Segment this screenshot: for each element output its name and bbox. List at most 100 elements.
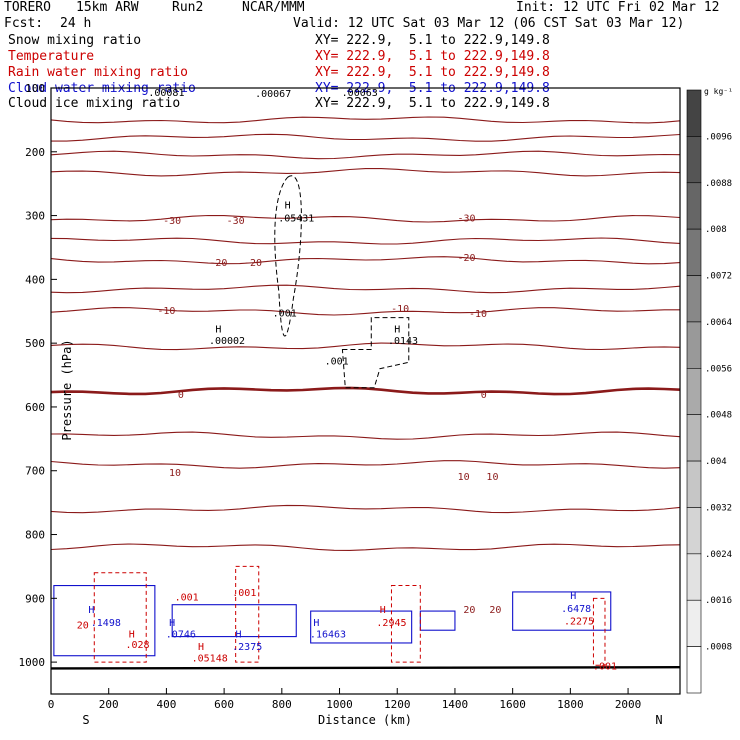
x-tick-label: 1200	[384, 698, 411, 711]
rain-contour	[592, 597, 606, 666]
temperature-label: 20	[489, 605, 501, 616]
temperature-contour	[50, 460, 681, 469]
x-axis-end-left: S	[82, 713, 89, 727]
field-maximum-label: .001	[593, 661, 617, 672]
field-name-temperature: Temperature	[8, 49, 95, 64]
field-maximum-label: H	[380, 605, 386, 616]
field-maximum-label: .00081	[148, 88, 184, 99]
temperature-contour	[50, 116, 681, 124]
contour-layer	[50, 116, 681, 670]
temperature-contour	[50, 168, 681, 177]
x-tick-label: 200	[99, 698, 119, 711]
cloud-water-contour	[310, 610, 413, 644]
field-maximum-label: .2945	[376, 618, 406, 629]
field-maximum-label: H	[198, 642, 204, 653]
resolution-label: 15km ARW	[76, 0, 139, 15]
temperature-label: -20	[457, 253, 475, 264]
y-tick-label: 900	[25, 592, 45, 605]
x-tick-label: 2000	[615, 698, 642, 711]
colorbar-swatch	[686, 275, 702, 323]
x-tick-label: 1400	[442, 698, 469, 711]
colorbar-label: .0048	[705, 411, 732, 421]
field-maximum-label: 20	[77, 620, 89, 631]
colorbar-swatch	[686, 460, 702, 508]
colorbar-label: .0032	[705, 503, 732, 513]
rain-contour	[390, 585, 421, 663]
y-tick-label: 400	[25, 273, 45, 286]
temperature-contour	[50, 237, 681, 245]
colorbar-label: .0008	[705, 643, 732, 653]
temperature-contour	[50, 150, 681, 160]
field-xy-snow: XY= 222.9, 5.1 to 222.9,149.8	[315, 33, 550, 48]
temperature-contour	[50, 307, 680, 316]
field-maximum-label: H	[236, 629, 242, 640]
rain-contour	[235, 565, 260, 663]
field-maximum-label: .0746	[166, 629, 196, 640]
field-maximum-label: .16463	[310, 629, 346, 640]
x-tick-label: 600	[214, 698, 234, 711]
field-maximum-label: H	[570, 591, 576, 602]
forecast-hour: 24 h	[60, 16, 92, 31]
colorbar-swatch	[686, 182, 702, 230]
field-maximum-label: H	[169, 618, 175, 629]
temperature-label: -20	[209, 258, 227, 269]
colorbar-swatch	[686, 646, 702, 694]
surface-line	[50, 666, 681, 670]
field-xy-temperature: XY= 222.9, 5.1 to 222.9,149.8	[315, 49, 550, 64]
x-tick-label: 800	[272, 698, 292, 711]
init-time: Init: 12 UTC Fri 02 Mar 12	[516, 0, 720, 15]
colorbar-swatch	[686, 507, 702, 555]
colorbar-label: .008	[705, 225, 727, 235]
field-name-rain: Rain water mixing ratio	[8, 65, 189, 80]
y-tick-label: 300	[25, 210, 45, 223]
temperature-contour	[50, 431, 681, 440]
temperature-label: 10	[486, 472, 498, 483]
field-maximum-label: H	[285, 201, 291, 212]
colorbar-label: .0096	[705, 132, 732, 142]
snow-contour	[274, 175, 302, 337]
field-maximum-label: .05148	[192, 654, 228, 665]
field-maximum-label: H	[129, 629, 135, 640]
field-maximum-label: .028	[126, 640, 150, 651]
colorbar-label: .0072	[705, 272, 732, 282]
colorbar-swatch	[686, 553, 702, 601]
temperature-contour	[50, 256, 681, 265]
temperature-label: 0	[481, 390, 487, 401]
field-maximum-label: .05431	[278, 213, 314, 224]
colorbar-label: .0016	[705, 596, 732, 606]
y-tick-label: 800	[25, 529, 45, 542]
org-label: NCAR/MMM	[242, 0, 305, 15]
field-maximum-label: .001	[232, 588, 256, 599]
colorbar-unit: g kg⁻¹	[704, 87, 733, 96]
x-tick-label: 0	[48, 698, 55, 711]
field-name-snow: Snow mixing ratio	[8, 33, 142, 48]
valid-time: Valid: 12 UTC Sat 03 Mar 12 (06 CST Sat …	[293, 16, 685, 31]
temperature-contour	[50, 214, 681, 223]
colorbar-swatch	[686, 368, 702, 415]
cloud-water-contour	[512, 591, 612, 631]
temperature-contour	[50, 543, 681, 551]
temperature-label: -30	[163, 216, 181, 227]
field-maximum-label: H	[313, 618, 319, 629]
colorbar-swatch	[686, 599, 702, 647]
cloud-water-contour	[53, 585, 156, 657]
temperature-label: -10	[391, 304, 409, 315]
plot-frame	[50, 87, 681, 695]
y-tick-label: 1000	[19, 656, 46, 669]
x-axis-end-right: N	[655, 713, 662, 727]
field-maximum-label: .001	[325, 356, 349, 367]
field-maximum-label: H	[215, 324, 221, 335]
colorbar-label: .0088	[705, 179, 732, 189]
colorbar: .0096 .0088 .008 .0072 .0064 .0056 .0048 .004 .0…	[686, 89, 732, 694]
temperature-contour	[50, 342, 681, 351]
field-xy-rain: XY= 222.9, 5.1 to 222.9,149.8	[315, 65, 550, 80]
temperature-label: 0	[178, 390, 184, 401]
y-tick-label: 700	[25, 465, 45, 478]
field-maximum-label: .00063	[342, 88, 378, 99]
colorbar-swatch	[686, 228, 702, 276]
y-tick-label: 500	[25, 337, 45, 350]
field-maximum-label: .0143	[388, 336, 418, 347]
field-maximum-label: .6478	[561, 604, 591, 615]
x-tick-label: 400	[156, 698, 176, 711]
